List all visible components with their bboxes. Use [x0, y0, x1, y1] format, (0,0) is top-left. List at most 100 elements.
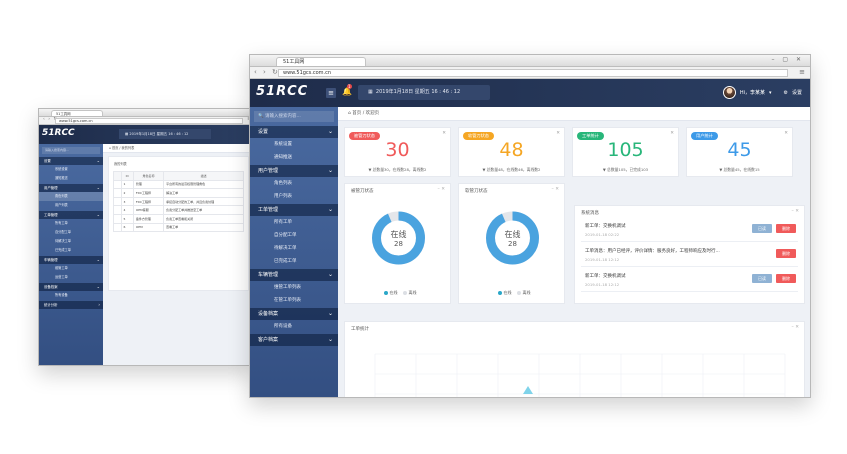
- hamburger-icon[interactable]: ≡: [326, 88, 336, 98]
- front-logo: 51RCC: [256, 84, 309, 99]
- back-nav-icons[interactable]: ‹ › ↻: [43, 117, 59, 122]
- sidebar-group[interactable]: 用户管理 ⌄: [250, 165, 338, 177]
- caret-down-icon[interactable]: ▾: [768, 89, 772, 96]
- messages-card: 系统消息 – ✕ 新工单：交换机调试 2019-01-18 02:22 已读 删除 工单…: [574, 205, 805, 304]
- back-sidebar-item[interactable]: 维管工单: [55, 266, 68, 270]
- back-sidebar-group[interactable]: 车辆管理 ⌄: [39, 256, 103, 264]
- back-sidebar-item[interactable]: 系统设置: [55, 167, 68, 171]
- front-url-field[interactable]: www.51gcs.com.cn: [278, 69, 788, 77]
- front-search-input[interactable]: 🔍 请输入搜索内容...: [254, 111, 334, 122]
- delete-button[interactable]: 删除: [776, 274, 796, 283]
- table-cell: 平台所有的最高权限管理角色: [163, 179, 244, 190]
- legend-swatch: [516, 291, 521, 295]
- close-icon[interactable]: ✕: [670, 131, 674, 136]
- donut-card: 被管刀状态 – ✕ 在线 28 在线 离线: [344, 183, 451, 304]
- front-menu-icon[interactable]: ≡: [799, 68, 805, 76]
- back-sidebar-item[interactable]: 通知推送: [55, 176, 68, 180]
- back-sidebar-item[interactable]: 已完成工单: [55, 248, 71, 252]
- chevron-down-icon: ⌄: [96, 257, 100, 262]
- table-row[interactable]: 6 OEM 查看工单: [113, 222, 244, 233]
- table-cell: [113, 179, 122, 190]
- user-greeting[interactable]: Hi，李某某: [739, 90, 765, 96]
- back-role-table: ID 角色名称 描述 1 管理 平台所有的最高权限管理角色 2 FDC工程师 解决工单 3 FDC工…: [113, 171, 244, 233]
- back-sidebar-group[interactable]: 工单管理 ⌄: [39, 211, 103, 219]
- front-app: 51RCC ≡ 🔔 1 ▦ 2019年1月18日 星期五 16 : 46 : 12…: [250, 79, 810, 397]
- table-cell: FDC工程师: [132, 196, 165, 207]
- table-row[interactable]: 4 OEM客服 负责分配工单并推送至工单: [113, 205, 244, 215]
- delete-button[interactable]: 删除: [776, 224, 796, 233]
- back-sidebar-group[interactable]: 设备档案 ⌄: [39, 283, 103, 291]
- back-sidebar-group-label: 车辆管理: [44, 258, 58, 262]
- back-browser-tab[interactable]: 51工具网: [51, 110, 103, 116]
- stat-card: 被管刀状态 ✕ 30 ▼ 总数量30，在线数28，离线数2: [344, 127, 451, 177]
- delete-button[interactable]: 删除: [776, 249, 796, 258]
- sidebar-group[interactable]: 客户档案 ⌄: [250, 334, 338, 346]
- front-nav-icons[interactable]: ‹ › ↻: [254, 68, 280, 76]
- back-sidebar-item[interactable]: 所有工单: [55, 221, 68, 225]
- close-icon[interactable]: ✕: [442, 131, 446, 136]
- legend-label[interactable]: 在线: [503, 290, 512, 295]
- table-row[interactable]: 2 FDC工程师 解决工单: [113, 188, 244, 198]
- back-sidebar-item[interactable]: 用户列表: [55, 203, 68, 207]
- card-controls-icon[interactable]: – ✕: [791, 209, 799, 214]
- sidebar-group-label: 客户档案: [258, 337, 279, 343]
- message-row: 新工单：交换机调试 2019-01-18 02:22 已读 删除: [581, 220, 798, 242]
- sidebar-item[interactable]: 已完成工单: [274, 259, 297, 264]
- back-sidebar-item[interactable]: 待解决工单: [55, 239, 71, 243]
- stat-card: 用户统计 ✕ 45 ▼ 总数量45，在线数15: [686, 127, 793, 177]
- sidebar-group[interactable]: 设备档案 ⌄: [250, 308, 338, 320]
- front-address-bar: ‹ › ↻ www.51gcs.com.cn ≡: [250, 67, 810, 79]
- back-sidebar-group[interactable]: 设置 ⌄: [39, 157, 103, 165]
- back-sidebar-group[interactable]: 统计分析 ›: [39, 301, 103, 309]
- sidebar-item[interactable]: 所有设备: [274, 324, 292, 329]
- back-sidebar-item[interactable]: 所有设备: [55, 293, 68, 297]
- sidebar-group[interactable]: 设置 ⌄: [250, 126, 338, 138]
- back-sidebar-group[interactable]: 用户管理 ⌄: [39, 184, 103, 192]
- legend-label[interactable]: 离线: [408, 290, 417, 295]
- settings-icon[interactable]: ⚙: [783, 89, 788, 96]
- back-sidebar-item[interactable]: 自分配工单: [55, 230, 71, 234]
- close-icon[interactable]: ✕: [784, 131, 788, 136]
- table-header-cell: [113, 171, 122, 181]
- back-date-display: ▦ 2019年1月18日 星期五 16 : 46 : 12: [119, 129, 211, 139]
- back-sidebar-item[interactable]: 角色列表: [39, 192, 103, 201]
- sidebar-item[interactable]: 待解决工单: [274, 246, 297, 251]
- table-cell: 负责分配工单并推送至工单: [163, 205, 244, 215]
- user-area[interactable]: Hi，李某某 ▾ ⚙ 设置: [722, 86, 802, 99]
- sidebar-item[interactable]: 用户列表: [274, 194, 292, 199]
- sidebar-item[interactable]: 自分配工单: [274, 233, 297, 238]
- sidebar-item[interactable]: 角色列表: [274, 181, 292, 186]
- sidebar-item[interactable]: 系统设置: [274, 142, 292, 147]
- legend-label[interactable]: 在线: [389, 290, 398, 295]
- back-url-field[interactable]: www.51gcs.com.cn: [55, 118, 243, 124]
- card-controls-icon[interactable]: – ✕: [437, 187, 445, 192]
- table-row[interactable]: 3 FDC工程师 承接自动分配的工单，并且负责处理: [113, 196, 244, 207]
- sidebar-item[interactable]: 通知推送: [274, 155, 292, 160]
- back-search-input[interactable]: 请输入搜索内容...: [42, 147, 100, 154]
- sidebar-group-label: 用户管理: [258, 168, 279, 174]
- legend-label[interactable]: 离线: [522, 290, 531, 295]
- back-sidebar-group-label: 工单管理: [44, 213, 58, 217]
- table-cell: 解决工单: [163, 188, 244, 198]
- settings-link[interactable]: 设置: [791, 90, 802, 96]
- window-controls-icon[interactable]: – ▢ ✕: [771, 56, 804, 63]
- sidebar-group[interactable]: 工单管理 ⌄: [250, 204, 338, 216]
- mark-read-button[interactable]: 已读: [752, 274, 772, 283]
- order-stats-controls-icon[interactable]: – ✕: [791, 325, 799, 330]
- sidebar-item[interactable]: 所有工单: [274, 220, 292, 225]
- table-row[interactable]: 5 备件方管理 负责工单查看和关闭: [113, 213, 244, 224]
- bell-icon[interactable]: 🔔 1: [342, 84, 352, 96]
- front-browser-tab[interactable]: 51工具网: [276, 57, 366, 66]
- avatar[interactable]: [722, 86, 736, 99]
- sidebar-item[interactable]: 维管工单列表: [274, 285, 301, 290]
- front-main: ⌂ 首页 / 欢迎页 被管刀状态 ✕ 30 ▼ 总数量30，在线数28，离线数2 软管刀…: [338, 107, 810, 397]
- back-sidebar-item[interactable]: 运营工单: [55, 275, 68, 279]
- card-controls-icon[interactable]: – ✕: [551, 187, 559, 192]
- stat-pill: 被管刀状态: [349, 132, 380, 140]
- sidebar-item[interactable]: 在管工单列表: [274, 298, 301, 303]
- table-row[interactable]: 1 管理 平台所有的最高权限管理角色: [113, 179, 244, 190]
- mark-read-button[interactable]: 已读: [752, 224, 772, 233]
- sidebar-group[interactable]: 车辆管理 ⌄: [250, 269, 338, 281]
- close-icon[interactable]: ✕: [556, 131, 560, 136]
